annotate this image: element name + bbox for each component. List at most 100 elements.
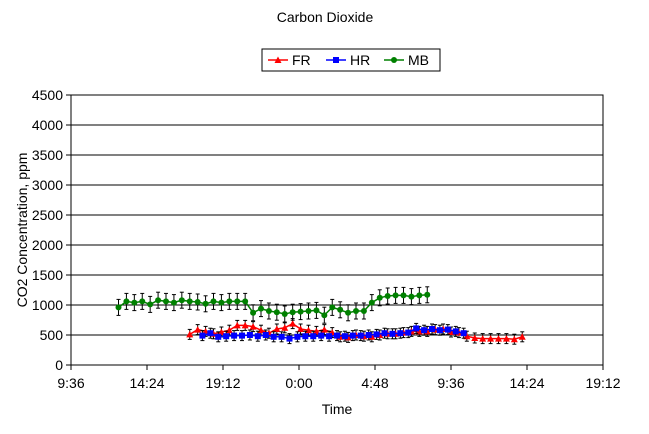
data-point-hr	[460, 330, 467, 337]
data-point-hr	[286, 335, 293, 342]
data-point-hr	[365, 332, 372, 338]
legend-marker-mb	[391, 57, 397, 63]
data-point-fr	[487, 335, 495, 342]
x-axis: 9:36 14:24 19:12 0:00 4:48 9:36 14:24 19:12	[57, 365, 621, 391]
data-point-fr	[233, 321, 241, 329]
data-point-mb	[258, 305, 264, 312]
gridlines	[71, 124, 603, 336]
data-point-hr	[357, 332, 364, 339]
data-point-hr	[405, 329, 412, 336]
plot-frame	[70, 94, 604, 366]
y-tick-label: 1000	[32, 297, 63, 313]
data-point-hr	[373, 331, 380, 338]
data-point-mb	[147, 301, 154, 308]
x-tick-label: 19:12	[585, 375, 620, 391]
data-point-mb	[170, 299, 177, 306]
data-point-mb	[392, 292, 399, 299]
data-point-mb	[218, 299, 225, 306]
data-point-fr	[186, 330, 194, 338]
data-point-fr	[495, 335, 502, 342]
data-point-mb	[194, 299, 201, 305]
legend-marker-fr	[274, 56, 282, 63]
data-point-fr	[463, 332, 471, 340]
data-point-hr	[310, 333, 317, 340]
data-point-hr	[429, 326, 435, 332]
data-point-mb	[123, 298, 130, 305]
y-tick-label: 3500	[32, 147, 63, 163]
data-point-hr	[215, 333, 222, 340]
y-tick-label: 500	[40, 327, 64, 343]
data-point-mb	[337, 306, 344, 313]
legend-label-hr: HR	[350, 52, 370, 68]
y-tick-label: 4500	[32, 87, 63, 103]
data-point-hr	[207, 330, 214, 337]
data-point-mb	[242, 298, 249, 305]
x-tick-label: 0:00	[285, 375, 312, 391]
data-point-hr	[452, 328, 459, 335]
data-point-mb	[416, 292, 423, 299]
data-point-mb	[297, 308, 304, 315]
data-point-mb	[376, 294, 383, 301]
data-point-mb	[313, 307, 320, 314]
legend: FR HR MB	[261, 48, 441, 72]
chart-title: Carbon Dioxide	[277, 9, 374, 25]
data-point-hr	[389, 330, 396, 337]
data-point-mb	[305, 308, 312, 314]
data-point-hr	[254, 333, 261, 340]
data-point-hr	[436, 327, 443, 334]
data-point-fr	[510, 335, 518, 343]
data-point-hr	[294, 333, 301, 340]
data-point-fr	[518, 333, 526, 340]
data-point-hr	[397, 330, 404, 337]
data-point-mb	[329, 304, 336, 311]
data-point-hr	[246, 332, 253, 338]
data-point-mb	[210, 298, 217, 305]
series-layer	[115, 286, 526, 345]
data-point-fr	[502, 335, 510, 342]
data-point-mb	[163, 298, 169, 305]
y-tick-label: 2000	[32, 237, 63, 253]
x-tick-label: 14:24	[129, 375, 164, 391]
data-point-fr	[289, 320, 297, 327]
y-axis: 0 500 1000 1500 2000 2500 3000 3500 4000 4500	[32, 87, 71, 373]
x-tick-label: 14:24	[509, 375, 544, 391]
data-point-hr	[231, 332, 238, 339]
data-point-hr	[199, 332, 206, 339]
data-point-mb	[345, 309, 352, 316]
data-point-mb	[408, 293, 415, 300]
data-point-mb	[234, 298, 241, 305]
data-point-fr	[471, 334, 479, 341]
x-tick-label: 9:36	[57, 375, 84, 391]
data-point-hr	[334, 332, 340, 339]
y-axis-label: CO2 Concentration, ppm	[14, 153, 30, 308]
data-point-mb	[368, 299, 375, 306]
data-point-fr	[194, 326, 202, 333]
plot-area: 0 500 1000 1500 2000 2500 3000 3500 4000 4500 9:3…	[32, 87, 621, 391]
data-point-hr	[444, 326, 451, 333]
data-point-mb	[321, 312, 328, 319]
y-tick-label: 1500	[32, 267, 63, 283]
data-point-mb	[115, 304, 122, 311]
data-point-mb	[250, 309, 257, 316]
data-point-hr	[302, 333, 309, 340]
data-point-mb	[202, 300, 209, 307]
x-tick-label: 9:36	[437, 375, 464, 391]
data-point-mb	[265, 308, 272, 314]
data-point-mb	[226, 298, 233, 305]
series-line-mb	[118, 294, 428, 317]
data-point-mb	[178, 297, 185, 304]
data-point-mb	[384, 293, 391, 299]
series-line-hr	[202, 327, 464, 340]
data-point-mb	[400, 292, 407, 299]
data-point-hr	[381, 330, 388, 337]
series-hr	[199, 322, 467, 345]
legend-marker-hr	[333, 57, 339, 63]
data-point-mb	[289, 309, 296, 316]
data-point-mb	[424, 291, 431, 298]
data-point-hr	[341, 333, 348, 340]
legend-label-fr: FR	[292, 52, 311, 68]
data-point-hr	[326, 333, 333, 340]
data-point-fr	[479, 335, 487, 342]
